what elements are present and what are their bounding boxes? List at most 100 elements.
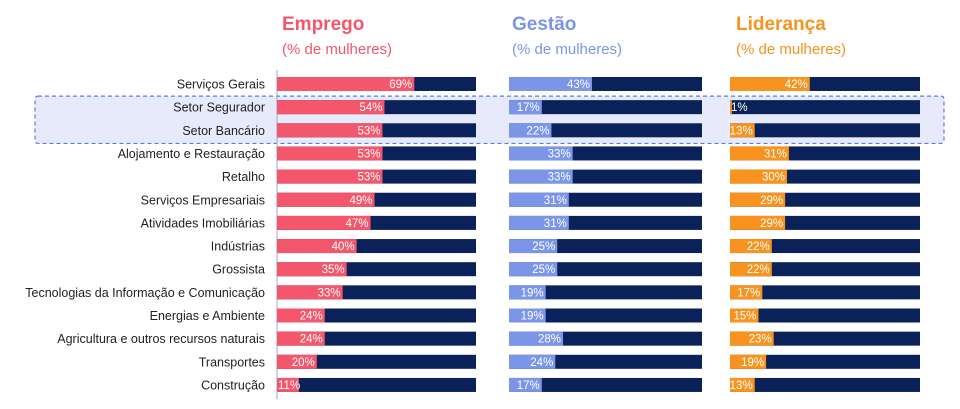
- bar: [730, 146, 789, 161]
- bar: [730, 215, 786, 230]
- data-label: 31%: [764, 148, 787, 160]
- bar-background: [730, 354, 920, 369]
- bar-background: [730, 377, 920, 392]
- category-label: Serviços Empresariais: [141, 193, 265, 207]
- data-label: 33%: [548, 172, 571, 184]
- bar-background: [277, 354, 476, 369]
- data-label: 19%: [741, 357, 764, 369]
- data-label: 43%: [567, 79, 590, 91]
- bar: [277, 100, 385, 115]
- bar: [509, 77, 592, 91]
- bar-background: [730, 262, 920, 277]
- bar: [277, 123, 383, 138]
- bar: [509, 100, 542, 115]
- data-label: 17%: [737, 287, 760, 299]
- data-label: 19%: [521, 311, 544, 323]
- bar: [277, 169, 383, 184]
- data-label: 13%: [730, 380, 753, 392]
- bar-background: [730, 331, 920, 346]
- data-label: 24%: [300, 311, 323, 323]
- series-subtitle-0: (% de mulheres): [282, 41, 392, 58]
- bar-background: [730, 308, 920, 323]
- category-label: Setor Bancário: [182, 124, 265, 138]
- bar: [277, 377, 299, 392]
- category-label: Agricultura e outros recursos naturais: [57, 332, 265, 346]
- data-label: 69%: [389, 79, 412, 91]
- data-label: 1%: [731, 102, 748, 114]
- bar: [277, 215, 371, 230]
- data-label: 29%: [760, 218, 783, 230]
- data-label: 17%: [517, 102, 540, 114]
- data-label: 54%: [359, 102, 382, 114]
- category-label: Alojamento e Restauração: [118, 147, 265, 161]
- series-headers: Emprego (% de mulheres) Gestão (% de mulher…: [282, 14, 846, 58]
- bar-background: [509, 308, 702, 323]
- category-label: Tecnologias da Informação e Comunicação: [25, 286, 265, 300]
- data-label: 28%: [538, 334, 561, 346]
- category-labels: Serviços Gerais Setor Segurador Setor Banc…: [25, 78, 265, 393]
- category-label: Setor Segurador: [173, 101, 265, 115]
- bar-background: [277, 308, 476, 323]
- bar: [509, 169, 573, 184]
- bar-background: [509, 377, 702, 392]
- bar: [277, 308, 325, 323]
- panel-1: 43% 17% 22% 33% 33% 31% 31% 25% 25% 19% 19% 28% 24% 1…: [509, 77, 702, 392]
- bar-background: [277, 377, 476, 392]
- series-title-0: Emprego: [282, 14, 364, 35]
- category-label: Atividades Imobiliárias: [141, 216, 265, 230]
- data-label: 24%: [530, 357, 553, 369]
- bar: [277, 354, 317, 369]
- bar: [730, 377, 755, 392]
- data-label: 20%: [292, 357, 315, 369]
- data-label: 35%: [322, 264, 345, 276]
- data-label: 33%: [548, 148, 571, 160]
- bar: [730, 169, 787, 184]
- bar: [509, 285, 546, 300]
- data-label: 47%: [345, 218, 368, 230]
- data-label: 30%: [762, 172, 785, 184]
- bar: [509, 239, 558, 254]
- bar: [509, 146, 573, 161]
- bar: [730, 285, 763, 300]
- category-label: Retalho: [222, 170, 265, 184]
- data-label: 53%: [357, 148, 380, 160]
- data-label: 49%: [349, 195, 372, 207]
- bar: [277, 192, 375, 207]
- bar: [277, 239, 357, 254]
- bar: [730, 354, 767, 369]
- data-label: 13%: [730, 125, 753, 137]
- bar: [730, 239, 772, 254]
- data-label: 23%: [749, 334, 772, 346]
- bar: [730, 100, 732, 115]
- bar: [509, 354, 556, 369]
- bar: [730, 77, 810, 91]
- data-label: 40%: [332, 241, 355, 253]
- data-label: 22%: [526, 125, 549, 137]
- bar-background: [730, 123, 920, 138]
- bar-background: [277, 331, 476, 346]
- series-title-1: Gestão: [512, 14, 576, 35]
- bar-background: [730, 100, 920, 115]
- category-label: Energias e Ambiente: [150, 309, 265, 323]
- data-label: 15%: [733, 311, 756, 323]
- data-label: 53%: [357, 125, 380, 137]
- bar: [277, 285, 343, 300]
- data-label: 33%: [318, 287, 341, 299]
- data-label: 22%: [747, 264, 770, 276]
- category-label: Construção: [201, 378, 265, 392]
- bar-background: [509, 100, 702, 115]
- data-label: 24%: [300, 334, 323, 346]
- data-label: 22%: [747, 241, 770, 253]
- bar-background: [730, 239, 920, 254]
- bar: [277, 331, 325, 346]
- bar: [730, 192, 786, 207]
- bar: [509, 262, 558, 277]
- highlight-box: [34, 95, 945, 145]
- bar-background: [509, 354, 702, 369]
- series-subtitle-1: (% de mulheres): [512, 41, 622, 58]
- bar: [730, 331, 774, 346]
- data-label: 19%: [521, 287, 544, 299]
- panel-2: 42% 1% 13% 31% 30% 29% 29% 22% 22% 17% 15% 23% 19% 13…: [730, 77, 920, 392]
- bar: [509, 331, 564, 346]
- bar: [277, 77, 415, 91]
